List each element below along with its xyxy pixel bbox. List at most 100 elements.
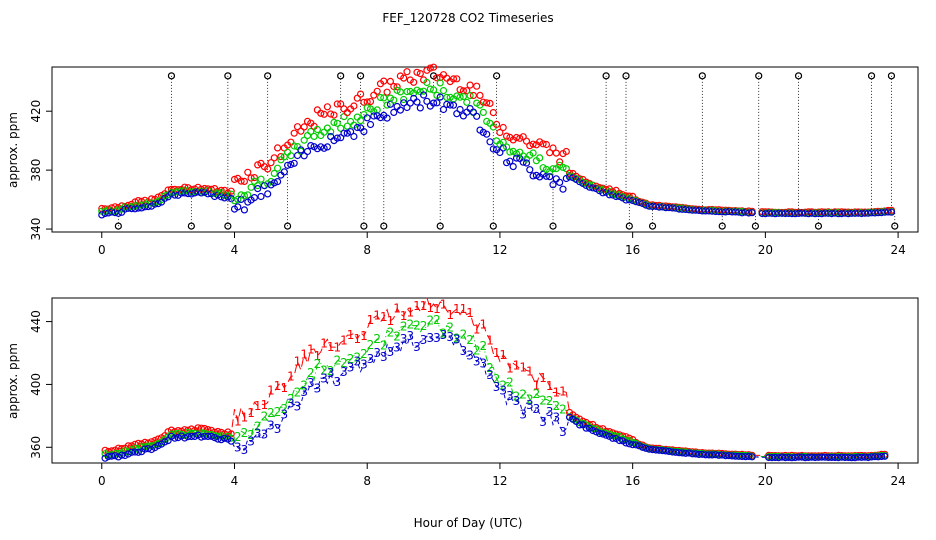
p1-point-s3-170 <box>662 204 670 212</box>
p2-marker-s2-116: 2 <box>486 361 494 375</box>
p1-point-s1-73 <box>340 105 348 113</box>
p2-marker-s3-64: 3 <box>314 381 322 395</box>
p1-point-s3-208 <box>794 209 803 217</box>
p2-marker-s3-66: 3 <box>320 371 328 385</box>
p1-point-s2-64 <box>310 132 318 140</box>
p1-point-s1-115 <box>479 98 487 106</box>
p2-marker-s1-100: 1 <box>433 302 441 316</box>
p2-point-s3-25 <box>184 433 192 441</box>
p2-marker-s3-86: 3 <box>387 345 395 359</box>
p1-point-s3-79 <box>360 128 368 136</box>
p2-point-s3-175 <box>682 449 690 457</box>
p1-point-s3-81 <box>366 120 375 129</box>
p1-point-s3-137 <box>552 175 560 183</box>
p2-marker-s3-94: 3 <box>413 340 421 354</box>
p1-point-s3-48 <box>257 192 265 201</box>
p1-point-s2-85 <box>380 94 388 102</box>
p1-point-s3-173 <box>672 204 680 212</box>
p1-point-s2-41 <box>234 195 242 203</box>
p1-ytick-label-340: 340 <box>29 218 43 241</box>
p2-marker-s1-98: 1 <box>426 301 434 315</box>
p1-point-s1-120 <box>496 128 504 137</box>
p1-point-s3-68 <box>323 143 331 151</box>
p2-point-s3-34 <box>214 435 222 443</box>
p2-marker-s1-102: 1 <box>440 297 448 311</box>
p1-point-s1-96 <box>416 69 424 78</box>
p1-point-s3-164 <box>642 201 650 209</box>
p1-point-s1-138 <box>556 158 564 166</box>
p1-point-s3-125 <box>512 154 521 162</box>
p1-outlier-high-13 <box>887 72 896 80</box>
p2-point-s3-167 <box>655 446 663 454</box>
p1-point-s1-65 <box>313 106 321 114</box>
p1-point-s1-140 <box>562 147 570 156</box>
p2-point-s3-209 <box>808 453 816 461</box>
p2-marker-s2-60: 2 <box>300 378 308 392</box>
p1-point-s3-77 <box>353 123 361 132</box>
p2-marker-s2-74: 2 <box>347 352 355 366</box>
p1-outlier-low-12 <box>751 222 760 230</box>
p1-point-s3-135 <box>546 173 554 181</box>
p2-point-s3-158 <box>625 440 633 448</box>
p1-point-s3-71 <box>333 134 341 142</box>
p1-point-s3-191 <box>731 208 740 216</box>
p1-point-s2-115 <box>479 108 487 117</box>
p1-point-s3-134 <box>542 172 551 180</box>
p2-point-s3-16 <box>154 442 162 450</box>
p2-point-s1-28 <box>194 424 202 432</box>
p2-marker-s1-92: 1 <box>406 306 414 320</box>
p1-outlier-high-7 <box>602 72 610 80</box>
p1-point-s1-42 <box>237 177 245 185</box>
p2-point-s3-179 <box>695 450 703 458</box>
p2-marker-s1-132: 1 <box>539 371 547 385</box>
p1-point-s3-106 <box>449 101 458 109</box>
p1-point-s3-206 <box>788 210 796 218</box>
p2-point-s3-6 <box>121 451 129 460</box>
p2-point-s3-180 <box>698 450 706 458</box>
p2-marker-s3-110: 3 <box>466 348 474 362</box>
p2-marker-s2-118: 2 <box>493 372 501 386</box>
p2-marker-s1-84: 1 <box>380 310 388 324</box>
p1-point-s3-169 <box>658 203 667 211</box>
p2-marker-s1-68: 1 <box>327 340 335 354</box>
p2-marker-s1-40: 1 <box>234 415 242 429</box>
p1-point-s1-86 <box>383 88 391 96</box>
p1-point-s3-162 <box>635 198 643 207</box>
p1-point-s2-125 <box>512 150 521 158</box>
p2-point-s3-200 <box>778 453 786 461</box>
p2-point-s3-163 <box>642 444 650 452</box>
p1-point-s3-216 <box>821 209 829 217</box>
p1-outlier-high-8 <box>622 72 630 80</box>
p2-point-s3-31 <box>204 432 212 440</box>
p2-point-s3-164 <box>645 445 653 453</box>
p2-marker-s2-82: 2 <box>373 332 381 346</box>
p2-marker-s3-60: 3 <box>300 385 308 399</box>
p2-point-s3-224 <box>857 453 866 461</box>
p1-point-s1-128 <box>522 137 531 145</box>
p1-point-s3-227 <box>857 209 866 218</box>
p2-marker-s1-114: 1 <box>479 318 487 332</box>
p1-outlier-low-3 <box>283 222 292 230</box>
p2-marker-s1-116: 1 <box>486 333 494 347</box>
p1-point-s1-92 <box>403 68 411 76</box>
p1-point-s3-189 <box>725 207 733 216</box>
p2-marker-s2-112: 2 <box>473 344 481 358</box>
p2-marker-s2-92: 2 <box>406 317 414 331</box>
p1-point-s3-193 <box>738 209 746 217</box>
p2-marker-s3-92: 3 <box>406 329 414 343</box>
p2-marker-s2-86: 2 <box>387 326 395 340</box>
p1-point-s3-62 <box>303 147 312 156</box>
p1-point-s1-50 <box>264 165 272 173</box>
p1-point-s2-97 <box>420 87 428 95</box>
p1-point-s2-19 <box>161 192 169 200</box>
p2-marker-s1-52: 1 <box>274 379 282 393</box>
p2-marker-s1-60: 1 <box>300 347 308 361</box>
p2-marker-s2-134: 2 <box>546 394 554 408</box>
p2-marker-s1-72: 1 <box>340 333 348 347</box>
p2-point-s3-201 <box>781 454 789 462</box>
p2-point-s3-8 <box>128 448 136 456</box>
p2-point-s3-204 <box>791 453 799 462</box>
p2-marker-s2-80: 2 <box>367 338 375 352</box>
p2-marker-s3-42: 3 <box>241 443 249 457</box>
